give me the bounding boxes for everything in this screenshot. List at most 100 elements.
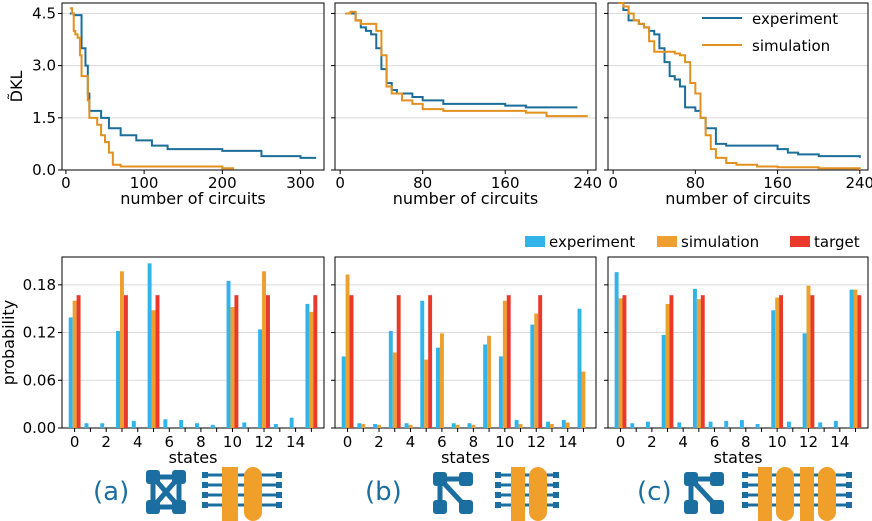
xtick-label-14: 14 [286, 433, 305, 451]
panel-label-c: (c) [637, 477, 672, 507]
bar-experiment-state-8 [194, 423, 199, 428]
ytick-label-2: 0.12 [23, 324, 56, 342]
xtick-label-1: 80 [686, 174, 705, 192]
bar-experiment-state-9 [210, 424, 215, 428]
bar-experiment-state-13 [546, 421, 551, 428]
bar-simulation-state-0 [618, 298, 623, 428]
bar-experiment-state-6 [708, 421, 713, 428]
bar-simulation-state-10 [775, 297, 780, 428]
xtick-label-0: 0 [61, 174, 71, 192]
bar-experiment-state-3 [661, 334, 666, 428]
xtick-label-8: 8 [741, 433, 751, 451]
bar-target-state-12 [810, 295, 815, 428]
coupling-map-b-icon [433, 472, 473, 514]
bar-simulation-state-6 [439, 333, 444, 428]
series-simulation-line [69, 7, 235, 170]
coupling-map-c-icon [684, 472, 724, 514]
bar-experiment-state-10 [771, 310, 776, 428]
bar-experiment-state-6 [163, 419, 168, 428]
series-experiment-line [69, 12, 317, 159]
bar-simulation-state-0 [345, 274, 350, 428]
bar-simulation-state-3 [665, 303, 670, 428]
plot-frame [61, 256, 325, 429]
bar-target-state-5 [428, 295, 433, 428]
xtick-label-12: 12 [254, 433, 273, 451]
xtick-label-2: 2 [374, 433, 384, 451]
bar-simulation-state-12 [534, 313, 539, 428]
xtick-label-12: 12 [799, 433, 818, 451]
bar-experiment-state-14 [289, 417, 294, 428]
xtick-label-4: 4 [406, 433, 416, 451]
bar-experiment-state-11 [786, 421, 791, 428]
bar-target-state-3 [123, 295, 128, 428]
xtick-label-6: 6 [165, 433, 175, 451]
plot-frame [334, 256, 597, 429]
bar-experiment-state-1 [357, 423, 362, 428]
bar-simulation-state-3 [392, 352, 397, 428]
xtick-label-0: 0 [616, 433, 626, 451]
ytick-label-3: 0.18 [23, 276, 56, 294]
ytick-label-0: 0.0 [32, 161, 56, 179]
bar-experiment-state-6 [436, 347, 440, 428]
bar-target-state-10 [234, 295, 239, 428]
x-axis-label: states [714, 448, 763, 467]
bar-experiment-state-9 [483, 344, 488, 428]
bar-target-state-10 [779, 295, 784, 428]
xtick-label-14: 14 [830, 433, 849, 451]
bar-experiment-state-0 [614, 272, 619, 428]
bar-experiment-state-8 [739, 420, 744, 428]
bar-simulation-state-15 [581, 371, 586, 428]
bar-simulation-state-11 [518, 424, 523, 428]
bar-target-state-10 [506, 295, 511, 428]
bar-experiment-state-10 [226, 280, 231, 428]
bar-target-state-5 [700, 295, 705, 428]
xtick-label-1: 80 [413, 174, 432, 192]
xtick-label-6: 6 [710, 433, 720, 451]
xtick-label-0: 0 [335, 174, 345, 192]
plot-frame [607, 256, 869, 429]
bar-experiment-state-4 [131, 420, 136, 428]
bar-experiment-state-1 [84, 423, 89, 428]
bar-simulation-state-5 [424, 359, 429, 428]
xtick-label-0: 0 [343, 433, 353, 451]
xtick-label-3: 300 [286, 174, 315, 192]
bottom-legend: experiment simulation target [525, 233, 860, 251]
xtick-label-1: 100 [130, 174, 159, 192]
bar-experiment-state-7 [451, 423, 456, 428]
bar-target-state-3 [396, 295, 401, 428]
top-legend: experiment simulation [702, 10, 838, 55]
bar-simulation-state-0 [72, 300, 77, 428]
legend-experiment-swatch [525, 236, 545, 247]
bar-simulation-state-10 [502, 300, 507, 428]
series-simulation-line [345, 10, 588, 118]
bar-experiment-state-8 [467, 423, 472, 428]
bar-experiment-state-15 [305, 303, 310, 428]
bar-simulation-state-4 [408, 424, 413, 428]
bar-experiment-state-0 [68, 317, 73, 428]
bar-simulation-state-13 [550, 424, 554, 428]
bar-target-state-0 [76, 295, 81, 428]
xtick-label-2: 2 [101, 433, 111, 451]
bar-target-state-0 [622, 295, 627, 428]
circuit-a-icon [202, 467, 282, 521]
bar-experiment-state-12 [258, 329, 263, 428]
bar-experiment-state-11 [242, 422, 247, 428]
bar-experiment-state-2 [373, 424, 378, 428]
legend-simulation-label: simulation [752, 37, 830, 55]
x-axis-label: number of circuits [665, 189, 811, 208]
bar-target-state-5 [155, 295, 160, 428]
chart-bottom-c: 0 2 4 6 8 10 12 14 states [604, 256, 869, 467]
circuit-b-icon [495, 467, 559, 521]
xtick-label-10: 10 [223, 433, 242, 451]
xtick-label-2: 200 [208, 174, 237, 192]
bar-simulation-state-7 [455, 424, 460, 428]
x-axis-label: number of circuits [120, 189, 266, 208]
xtick-label-3: 240 [845, 174, 872, 192]
bar-simulation-state-14 [565, 422, 570, 428]
xtick-label-6: 6 [437, 433, 447, 451]
xtick-label-10: 10 [768, 433, 787, 451]
bar-experiment-state-12 [802, 333, 807, 428]
bar-experiment-state-13 [273, 424, 278, 428]
bar-experiment-state-1 [630, 423, 635, 428]
x-axis-label: states [441, 448, 490, 467]
